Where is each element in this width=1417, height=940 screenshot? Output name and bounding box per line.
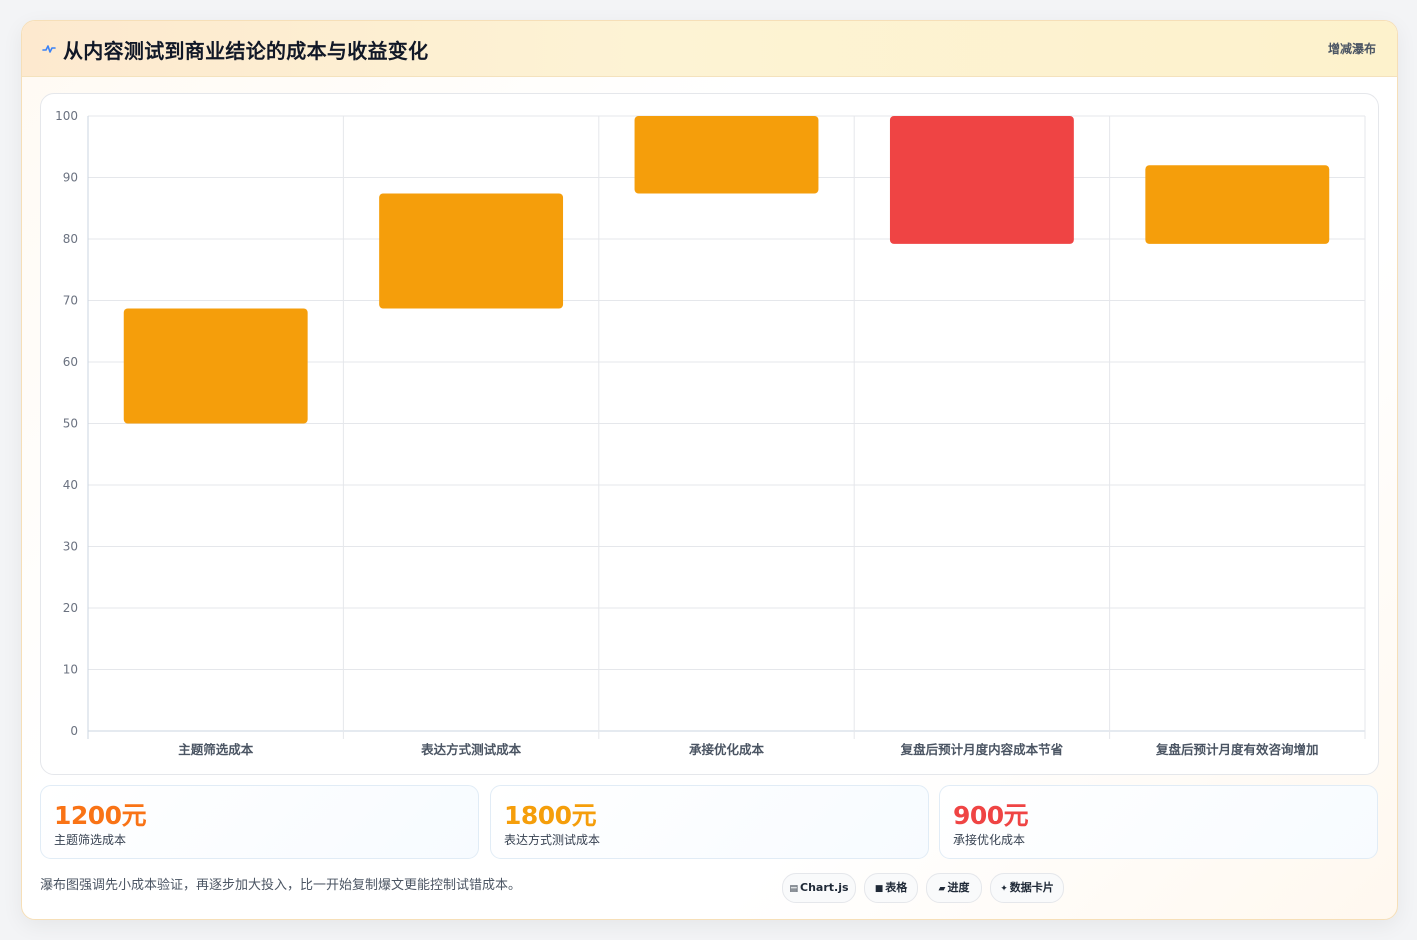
tech-pill-table: ■ 表格	[864, 873, 918, 903]
progress-icon: ▰	[938, 884, 946, 894]
pulse-icon	[42, 45, 56, 53]
y-tick-label: 70	[63, 294, 78, 308]
y-tick-label: 40	[63, 478, 78, 492]
tech-pill-datacard: ✦ 数据卡片	[990, 873, 1064, 903]
card-header: 从内容测试到商业结论的成本与收益变化 增减瀑布	[22, 21, 1397, 77]
chart-type-tag: 增减瀑布	[1327, 42, 1376, 56]
chart-title: 从内容测试到商业结论的成本与收益变化	[63, 39, 429, 63]
pill-label: 数据卡片	[1009, 881, 1054, 894]
x-tick-label: 表达方式测试成本	[420, 742, 522, 757]
x-tick-label: 承接优化成本	[689, 742, 765, 757]
x-tick-label: 复盘后预计月度有效咨询增加	[1155, 742, 1319, 757]
stat-label: 主题筛选成本	[54, 833, 127, 847]
y-tick-label: 0	[70, 724, 78, 738]
y-tick-label: 20	[63, 601, 78, 615]
stat-value: 900元	[953, 801, 1029, 830]
stat-card: 900元 承接优化成本	[939, 785, 1378, 859]
x-tick-label: 主题筛选成本	[178, 742, 254, 757]
chart-card: 从内容测试到商业结论的成本与收益变化 增减瀑布 0 10 20 30 40 50 60 70 8…	[21, 20, 1398, 920]
stat-label: 承接优化成本	[953, 833, 1026, 847]
y-tick-label: 30	[63, 540, 78, 554]
x-tick-label: 复盘后预计月度内容成本节省	[900, 742, 1064, 757]
stat-value: 1800元	[504, 801, 597, 830]
waterfall-chart: 0 10 20 30 40 50 60 70 80 90 100 主题筛选成本 表达方式测试成本 承接优化…	[55, 109, 1366, 757]
pill-label: 进度	[947, 881, 970, 894]
waterfall-bar	[123, 308, 308, 424]
tech-pill-chartjs: ▤ Chart.js	[782, 873, 856, 903]
y-tick-label: 100	[55, 109, 78, 123]
y-tick-label: 50	[63, 417, 78, 431]
y-tick-label: 10	[63, 663, 78, 677]
sparkle-icon: ✦	[1000, 884, 1008, 894]
waterfall-bar	[1145, 165, 1330, 244]
pill-label: Chart.js	[800, 881, 849, 894]
stat-card: 1800元 表达方式测试成本	[490, 785, 929, 859]
table-icon: ■	[874, 884, 884, 894]
waterfall-bar	[634, 116, 819, 194]
y-tick-label: 90	[63, 171, 78, 185]
chart-panel: 0 10 20 30 40 50 60 70 80 90 100 主题筛选成本 表达方式测试成本 承接优化…	[40, 93, 1379, 775]
stat-card: 1200元 主题筛选成本	[40, 785, 479, 859]
stat-label: 表达方式测试成本	[504, 833, 601, 847]
waterfall-bar	[889, 116, 1074, 244]
chart-footnote: 瀑布图强调先小成本验证，再逐步加大投入，比一开始复制爆文更能控制试错成本。	[40, 878, 522, 893]
pill-label: 表格	[885, 881, 908, 894]
chart-icon: ▤	[789, 884, 798, 894]
y-tick-label: 60	[63, 355, 78, 369]
waterfall-bar	[379, 193, 564, 309]
stat-value: 1200元	[54, 801, 147, 830]
tech-pill-progress: ▰ 进度	[926, 873, 982, 903]
y-tick-label: 80	[63, 232, 78, 246]
